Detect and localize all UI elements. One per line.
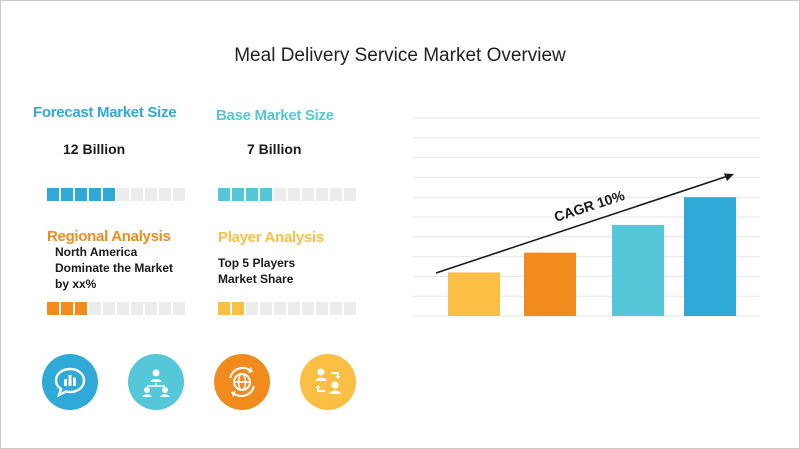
- regional-analysis-text: North America Dominate the Market by xx%: [55, 244, 173, 292]
- regional-line-1: North America: [55, 245, 138, 259]
- progress-segment: [61, 188, 73, 201]
- progress-segment: [260, 302, 272, 315]
- progress-segment: [173, 188, 185, 201]
- chat-chart-icon: [42, 354, 98, 410]
- progress-segment: [288, 188, 300, 201]
- regional-analysis-heading: Regional Analysis: [47, 228, 171, 245]
- base-market-size-heading: Base Market Size: [216, 107, 334, 124]
- base-progress-bar: [218, 188, 356, 201]
- progress-segment: [218, 302, 230, 315]
- progress-segment: [246, 302, 258, 315]
- progress-segment: [159, 302, 171, 315]
- cagr-label: CAGR 10%: [552, 187, 627, 225]
- progress-segment: [344, 302, 356, 315]
- regional-line-3: by xx%: [55, 277, 97, 291]
- chart-bar-1: [448, 272, 500, 316]
- progress-segment: [159, 188, 171, 201]
- forecast-market-size-value: 12 Billion: [63, 141, 126, 157]
- progress-segment: [131, 188, 143, 201]
- progress-segment: [103, 188, 115, 201]
- progress-segment: [173, 302, 185, 315]
- chart-bars: [448, 197, 736, 316]
- progress-segment: [47, 188, 59, 201]
- chart-bar-4: [684, 197, 736, 316]
- base-market-size-value: 7 Billion: [247, 141, 302, 157]
- player-analysis-heading: Player Analysis: [218, 229, 324, 246]
- regional-progress-bar: [47, 302, 185, 315]
- trend-line: [435, 174, 732, 274]
- forecast-market-size-heading: Forecast Market Size: [33, 104, 177, 121]
- progress-segment: [145, 302, 157, 315]
- cagr-trend-arrow: [435, 173, 734, 274]
- globe-arrows-icon: [214, 354, 270, 410]
- progress-segment: [330, 188, 342, 201]
- progress-segment: [75, 188, 87, 201]
- progress-segment: [145, 188, 157, 201]
- progress-segment: [288, 302, 300, 315]
- progress-segment: [302, 302, 314, 315]
- progress-segment: [246, 188, 258, 201]
- progress-segment: [47, 302, 59, 315]
- progress-segment: [117, 188, 129, 201]
- progress-segment: [232, 302, 244, 315]
- forecast-progress-bar: [47, 188, 185, 201]
- progress-segment: [260, 188, 272, 201]
- progress-segment: [330, 302, 342, 315]
- regional-line-2: Dominate the Market: [55, 261, 174, 275]
- progress-segment: [316, 302, 328, 315]
- trend-arrowhead: [724, 173, 734, 181]
- progress-segment: [103, 302, 115, 315]
- player-line-1: Top 5 Players: [218, 256, 296, 270]
- player-line-2: Market Share: [218, 272, 294, 286]
- progress-segment: [302, 188, 314, 201]
- player-progress-bar: [218, 302, 356, 315]
- progress-segment: [232, 188, 244, 201]
- people-exchange-icon: [300, 354, 356, 410]
- chart-bar-3: [612, 224, 664, 316]
- progress-segment: [274, 188, 286, 201]
- progress-segment: [75, 302, 87, 315]
- progress-segment: [89, 302, 101, 315]
- progress-segment: [61, 302, 73, 315]
- progress-segment: [344, 188, 356, 201]
- progress-segment: [117, 302, 129, 315]
- progress-segment: [218, 188, 230, 201]
- progress-segment: [274, 302, 286, 315]
- progress-segment: [316, 188, 328, 201]
- progress-segment: [89, 188, 101, 201]
- chart-bar-2: [524, 252, 576, 316]
- progress-segment: [131, 302, 143, 315]
- page-title: Meal Delivery Service Market Overview: [234, 45, 566, 66]
- people-network-icon: [128, 354, 184, 410]
- player-analysis-text: Top 5 Players Market Share: [218, 255, 295, 287]
